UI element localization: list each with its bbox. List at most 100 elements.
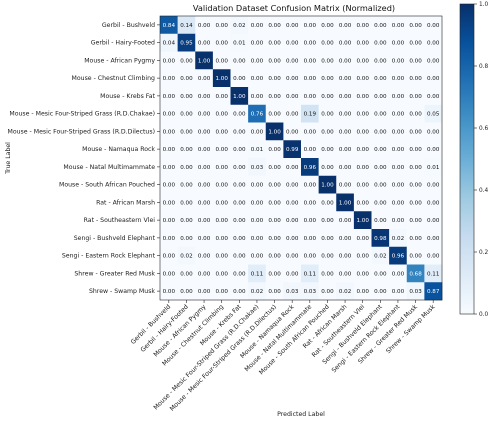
heatmap-cell-value: 0.00 (427, 254, 440, 260)
heatmap-cell-value: 0.00 (180, 289, 193, 295)
heatmap-cell (283, 33, 302, 52)
heatmap-cell-value: 0.96 (392, 254, 405, 260)
heatmap-cell-value: 0.68 (409, 271, 422, 277)
y-tick-label: Mouse - Natal Multimammate (63, 164, 155, 171)
heatmap-cell (301, 175, 319, 194)
heatmap-cell-value: 0.00 (321, 129, 334, 135)
heatmap-cell-value: 1.00 (215, 76, 228, 82)
heatmap-cell (336, 87, 355, 106)
heatmap-cell (353, 104, 372, 123)
heatmap-cell-value: 0.00 (321, 147, 334, 153)
heatmap-cell-value: 0.00 (321, 23, 334, 29)
heatmap-cell-value: 0.00 (374, 147, 387, 153)
heatmap-cell (230, 264, 249, 283)
heatmap-cell-value: 0.00 (268, 236, 281, 242)
heatmap-cell-value: 0.00 (321, 41, 334, 47)
heatmap-cell-value: 0.00 (215, 236, 228, 242)
y-tick-label: Gerbil - Bushveld (102, 22, 155, 29)
heatmap-cell-value: 0.00 (409, 236, 422, 242)
heatmap-cell (424, 229, 443, 248)
heatmap-cell-value: 0.00 (215, 41, 228, 47)
heatmap-cell-value: 0.00 (268, 147, 281, 153)
heatmap-cell (336, 282, 355, 301)
heatmap-cell-value: 0.00 (233, 218, 246, 224)
heatmap-cell-value: 0.00 (268, 112, 281, 118)
heatmap-cell-value: 0.00 (251, 218, 264, 224)
y-tick-label: Mouse - Chestnut Climbing (72, 75, 156, 82)
heatmap-cell (283, 211, 302, 230)
heatmap-cell-value: 0.00 (321, 218, 334, 224)
heatmap-cell-value: 0.00 (392, 41, 405, 47)
heatmap-cell (230, 175, 249, 194)
heatmap-cell (195, 104, 214, 123)
heatmap-cell-value: 0.00 (180, 200, 193, 206)
heatmap-cell (336, 246, 355, 265)
heatmap-cell-value: 0.00 (286, 58, 299, 64)
heatmap-cell-value: 0.00 (374, 76, 387, 82)
heatmap-cell-value: 0.03 (409, 289, 422, 295)
heatmap-cell-values: 0.84 0.14 0.00 0.00 0.02 0.00 0.00 0.00 0.00 0.00… (163, 23, 440, 295)
heatmap-cell-value: 0.00 (374, 200, 387, 206)
heatmap-cell-value: 0.00 (321, 236, 334, 242)
heatmap-cell-value: 0.00 (286, 200, 299, 206)
heatmap-cell-value: 0.00 (374, 183, 387, 189)
heatmap-cell (160, 104, 178, 123)
heatmap-cell-value: 0.00 (304, 200, 317, 206)
heatmap-cell-value: 0.00 (392, 147, 405, 153)
heatmap-cell (160, 229, 178, 248)
heatmap-cell-value: 0.00 (198, 94, 211, 100)
heatmap-cell (424, 16, 443, 35)
heatmap-cell-value: 0.00 (163, 200, 176, 206)
heatmap-cell (353, 158, 372, 177)
heatmap-cell (406, 246, 425, 265)
heatmap-cell (195, 140, 214, 159)
heatmap-cell (212, 69, 231, 88)
heatmap-cell-value: 0.00 (163, 218, 176, 224)
heatmap-cell-value: 0.00 (339, 41, 352, 47)
heatmap-cell-value: 0.00 (356, 254, 369, 260)
heatmap-cell-value: 0.00 (304, 94, 317, 100)
heatmap-cell-value: 0.00 (215, 254, 228, 260)
heatmap-cell (371, 246, 390, 265)
heatmap-cell-value: 0.95 (180, 41, 193, 47)
heatmap-cell (248, 16, 267, 35)
heatmap-cell (353, 282, 372, 301)
heatmap-cell (406, 51, 425, 70)
heatmap-cell (336, 193, 355, 212)
heatmap-cell-value: 0.00 (286, 76, 299, 82)
heatmap-cell-value: 0.00 (198, 200, 211, 206)
heatmap-cell (389, 282, 408, 301)
heatmap-cell (301, 246, 319, 265)
heatmap-cell-value: 0.00 (286, 165, 299, 171)
heatmap-cell (371, 104, 390, 123)
heatmap-cell (265, 175, 284, 194)
heatmap-cell (283, 175, 302, 194)
heatmap-cell (195, 158, 214, 177)
heatmap-cell-value: 0.00 (321, 58, 334, 64)
heatmap-cell-value: 0.00 (233, 183, 246, 189)
heatmap-cell (424, 87, 443, 106)
heatmap-cell-value: 0.00 (409, 76, 422, 82)
heatmap-cell (212, 16, 231, 35)
heatmap-cell-value: 0.00 (339, 271, 352, 277)
heatmap-cell (318, 229, 337, 248)
heatmap-cell-value: 0.00 (356, 236, 369, 242)
heatmap-cell-value: 0.00 (198, 41, 211, 47)
heatmap-cell (248, 122, 267, 141)
heatmap-cell (371, 33, 390, 52)
heatmap-cell-value: 0.76 (251, 112, 264, 118)
heatmap-cell (318, 104, 337, 123)
heatmap-cell (248, 140, 267, 159)
heatmap-cell (177, 16, 196, 35)
heatmap-cell-value: 0.00 (321, 289, 334, 295)
heatmap-cell (424, 140, 443, 159)
heatmap-cell (248, 69, 267, 88)
heatmap-cell-value: 0.00 (215, 200, 228, 206)
heatmap-cell (230, 211, 249, 230)
heatmap-cell (160, 51, 178, 70)
heatmap-cell (301, 69, 319, 88)
heatmap-cell-value: 1.00 (356, 218, 369, 224)
heatmap-cell-value: 0.00 (163, 289, 176, 295)
heatmap-cell-value: 0.00 (304, 23, 317, 29)
y-axis-title: True Label (5, 142, 12, 175)
